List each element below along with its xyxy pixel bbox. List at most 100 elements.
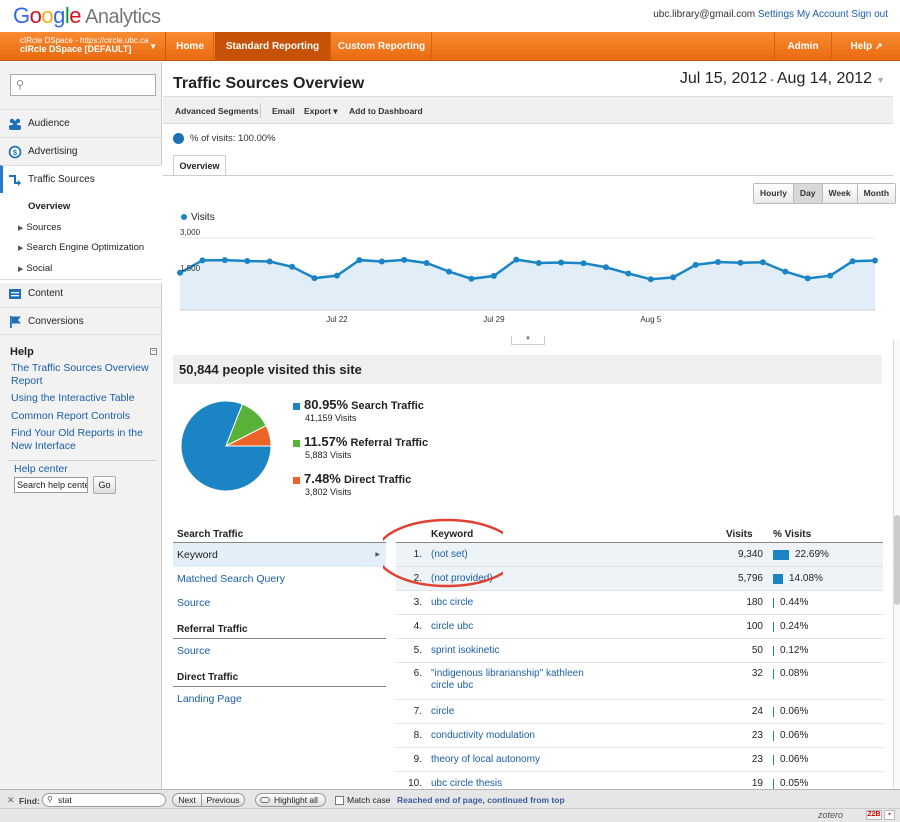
highlight-all-toggle[interactable]: Highlight all [255,793,326,807]
dimension-search-source[interactable]: Source [177,597,211,609]
sidebar-sub-social[interactable]: ▶ Social [18,263,53,274]
data-point[interactable] [244,258,251,265]
data-point[interactable] [177,269,183,276]
keyword-link[interactable]: (not set) [431,549,468,560]
help-link-old-reports[interactable]: Find Your Old Reports in the New Interfa… [11,427,143,452]
data-point[interactable] [199,257,206,264]
dimension-referral-source[interactable]: Source [177,645,211,657]
sidebar-item-advertising[interactable]: $ Advertising [0,137,162,165]
help-link-report-controls[interactable]: Common Report Controls [11,410,131,422]
keyword-link[interactable]: ubc circle thesis [431,778,503,789]
data-point[interactable] [446,268,453,275]
sidebar-sub-sources[interactable]: ▶ Sources [18,222,62,233]
data-point[interactable] [872,257,878,264]
sign-out-link[interactable]: Sign out [851,9,888,20]
sidebar-item-conversions[interactable]: Conversions [0,307,162,335]
data-point[interactable] [378,258,385,265]
find-previous-button[interactable]: Previous [202,793,245,807]
data-point[interactable] [602,264,609,271]
pie-slice[interactable] [180,400,272,492]
help-go-button[interactable]: Go [93,476,116,494]
sidebar-item-traffic-sources[interactable]: Traffic Sources [0,165,162,193]
find-input[interactable]: ⚲ stat [42,793,166,807]
sidebar-search-input[interactable]: ⚲ [10,74,156,96]
advanced-segments-button[interactable]: Advanced Segments [175,106,259,116]
help-search-input[interactable]: Search help center [14,477,88,493]
collapse-icon[interactable]: − [150,348,157,355]
data-point[interactable] [468,275,475,282]
data-point[interactable] [333,272,340,279]
addon-badge[interactable]: ▪ [884,810,895,820]
my-account-link[interactable]: My Account [796,9,849,20]
data-point[interactable] [737,259,744,266]
data-point[interactable] [827,272,834,279]
keyword-link[interactable]: circle ubc [431,621,474,632]
data-point[interactable] [401,256,408,263]
settings-link[interactable]: Settings [757,9,795,20]
help-center-link[interactable]: Help center [14,463,68,475]
nav-admin[interactable]: Admin [774,32,832,61]
data-point[interactable] [266,258,273,265]
data-point[interactable] [580,260,587,267]
keyword-link[interactable]: conductivity modulation [431,730,535,741]
data-point[interactable] [670,274,677,281]
data-point[interactable] [513,256,520,263]
find-next-button[interactable]: Next [172,793,202,807]
visits-line-chart[interactable]: 3,000 1,500 Jul 22 Jul 29 Aug 5 [163,224,883,336]
data-point[interactable] [356,257,363,264]
dimension-matched-search-query[interactable]: Matched Search Query [177,573,285,585]
data-point[interactable] [692,261,699,268]
sidebar-sub-seo[interactable]: ▶ Search Engine Optimization [18,242,145,253]
keyword-link[interactable]: ubc circle [431,597,474,608]
nav-standard-reporting[interactable]: Standard Reporting [215,32,331,61]
keyword-link[interactable]: sprint isokinetic [431,645,500,656]
column-header-pct-visits[interactable]: % Visits [773,529,812,540]
data-point[interactable] [849,258,856,265]
nav-custom-reporting[interactable]: Custom Reporting [332,32,432,61]
month-button[interactable]: Month [857,184,896,203]
zotero-status[interactable]: zotero [818,810,844,820]
page-scrollbar[interactable] [893,340,900,789]
keyword-link[interactable]: circle [431,706,455,717]
close-icon[interactable]: ✕ [7,795,15,805]
nav-help[interactable]: Help ↗ [850,41,883,52]
account-selector[interactable]: cIRcle DSpace - https://circle.ubc.ca cI… [0,32,166,61]
add-to-dashboard-button[interactable]: Add to Dashboard [349,106,423,116]
help-link-interactive-table[interactable]: Using the Interactive Table [11,392,135,404]
nav-home[interactable]: Home [167,32,214,61]
data-point[interactable] [804,275,811,282]
chart-resize-handle[interactable]: ▼ [511,336,545,345]
keyword-link[interactable]: theory of local autonomy [431,754,540,765]
keyword-link[interactable]: (not provided) [431,573,493,584]
data-point[interactable] [535,259,542,266]
date-range-picker[interactable]: Jul 15, 2012 - Aug 14, 2012 ▼ [679,70,885,87]
keyword-link[interactable]: "indigenous librarianship" kathleen circ… [431,668,584,691]
tab-overview[interactable]: Overview [173,155,226,176]
dimension-keyword[interactable]: Keyword ▶ [173,543,386,567]
pie-slice[interactable] [225,424,272,447]
column-header-visits[interactable]: Visits [726,529,753,540]
data-point[interactable] [715,259,722,265]
data-point[interactable] [423,259,430,266]
help-link-overview-report[interactable]: The Traffic Sources Overview Report [11,362,149,387]
email-button[interactable]: Email [272,106,295,116]
data-point[interactable] [490,272,497,279]
data-point[interactable] [558,259,565,266]
sidebar-item-audience[interactable]: Audience [0,109,162,137]
data-point[interactable] [782,268,789,275]
export-button[interactable]: Export ▾ [304,106,338,116]
data-point[interactable] [625,270,632,277]
sidebar-sub-overview[interactable]: Overview [28,201,71,212]
column-header-keyword[interactable]: Keyword [431,529,474,540]
dimension-landing-page[interactable]: Landing Page [177,693,242,705]
sidebar-item-content[interactable]: Content [0,279,162,307]
hourly-button[interactable]: Hourly [754,184,794,203]
week-button[interactable]: Week [822,184,858,203]
data-point[interactable] [647,276,654,283]
google-analytics-logo[interactable]: Google Analytics [13,3,161,28]
z2b-badge[interactable]: Z2B [866,810,882,820]
data-point[interactable] [759,259,766,266]
data-point[interactable] [311,275,318,282]
scrollbar-thumb[interactable] [894,515,900,605]
match-case-checkbox[interactable]: Match case [335,795,390,806]
